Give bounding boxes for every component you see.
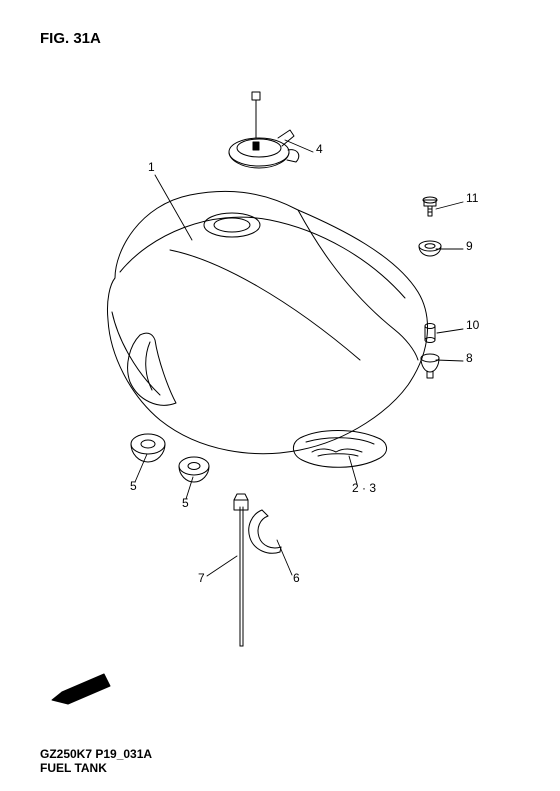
callout-6: 6	[293, 571, 300, 585]
callout-4: 4	[316, 142, 323, 156]
callout-5a: 5	[130, 479, 137, 493]
callout-5b: 5	[182, 496, 189, 510]
callout-8: 8	[466, 351, 473, 365]
callout-10: 10	[466, 318, 479, 332]
footer: GZ250K7 P19_031A FUEL TANK	[40, 747, 152, 776]
footer-code: GZ250K7 P19_031A	[40, 747, 152, 761]
callout-7: 7	[198, 571, 205, 585]
callout-1: 1	[148, 160, 155, 174]
fuel-tank-diagram: FWD	[0, 0, 560, 791]
page: FIG. 31A	[0, 0, 560, 791]
callout-9: 9	[466, 239, 473, 253]
footer-title: FUEL TANK	[40, 761, 152, 775]
callout-2-3: 2 · 3	[352, 481, 376, 495]
callout-11: 11	[466, 191, 478, 205]
